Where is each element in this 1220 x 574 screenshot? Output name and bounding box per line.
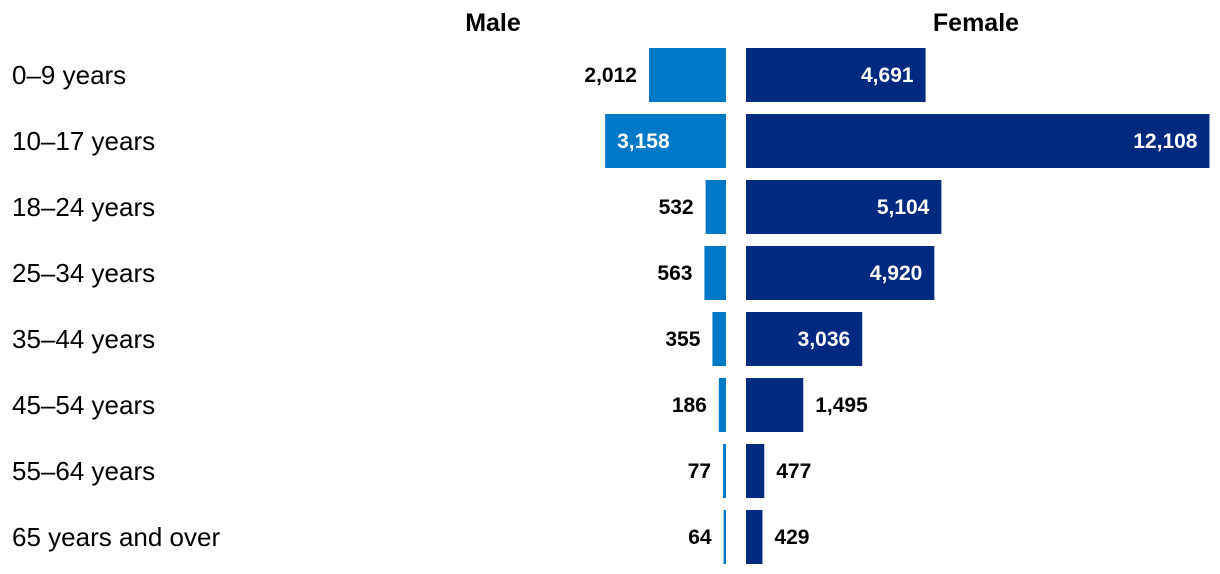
category-label: 10–17 years <box>12 126 155 156</box>
bar-male <box>705 180 726 234</box>
category-label: 0–9 years <box>12 60 126 90</box>
bar-male <box>648 48 726 102</box>
bar-male <box>605 114 726 168</box>
series-headers: Male Female <box>465 9 1019 37</box>
bar-female <box>746 510 763 564</box>
male-bars <box>605 48 726 564</box>
value-label-female: 1,495 <box>815 394 868 417</box>
header-female: Female <box>933 9 1019 37</box>
value-label-female: 5,104 <box>877 196 930 219</box>
value-label-male: 3,158 <box>617 130 670 153</box>
value-label-male: 77 <box>688 460 711 483</box>
bar-female <box>746 180 942 234</box>
value-labels: 2,012 4,691 3,158 12,108 532 5,104 563 4,920 355… <box>584 64 1197 549</box>
bar-female <box>746 312 863 366</box>
value-label-male: 2,012 <box>584 64 637 87</box>
bar-male <box>704 246 726 300</box>
value-label-male: 563 <box>657 262 692 285</box>
value-label-female: 4,920 <box>870 262 923 285</box>
category-label: 55–64 years <box>12 456 155 486</box>
female-bars <box>746 48 1210 564</box>
value-label-female: 429 <box>774 526 809 549</box>
category-label: 18–24 years <box>12 192 155 222</box>
value-label-female: 477 <box>776 460 811 483</box>
category-labels: 0–9 years 10–17 years 18–24 years 25–34 yea… <box>12 60 220 552</box>
value-label-female: 12,108 <box>1133 130 1198 153</box>
bar-female <box>746 246 935 300</box>
bar-female <box>746 48 926 102</box>
value-label-male: 532 <box>659 196 694 219</box>
bar-female <box>746 378 804 432</box>
bar-female <box>746 114 1210 168</box>
bar-male <box>712 312 726 366</box>
category-label: 35–44 years <box>12 324 155 354</box>
value-label-male: 186 <box>672 394 707 417</box>
value-label-female: 3,036 <box>798 328 851 351</box>
bar-male <box>723 444 726 498</box>
value-label-male: 64 <box>688 526 712 549</box>
bar-male <box>723 510 726 564</box>
bar-female <box>746 444 765 498</box>
value-label-male: 355 <box>665 328 700 351</box>
value-label-female: 4,691 <box>861 64 914 87</box>
category-label: 45–54 years <box>12 390 155 420</box>
header-male: Male <box>465 9 521 37</box>
category-label: 25–34 years <box>12 258 155 288</box>
category-label: 65 years and over <box>12 522 220 552</box>
bar-male <box>718 378 726 432</box>
